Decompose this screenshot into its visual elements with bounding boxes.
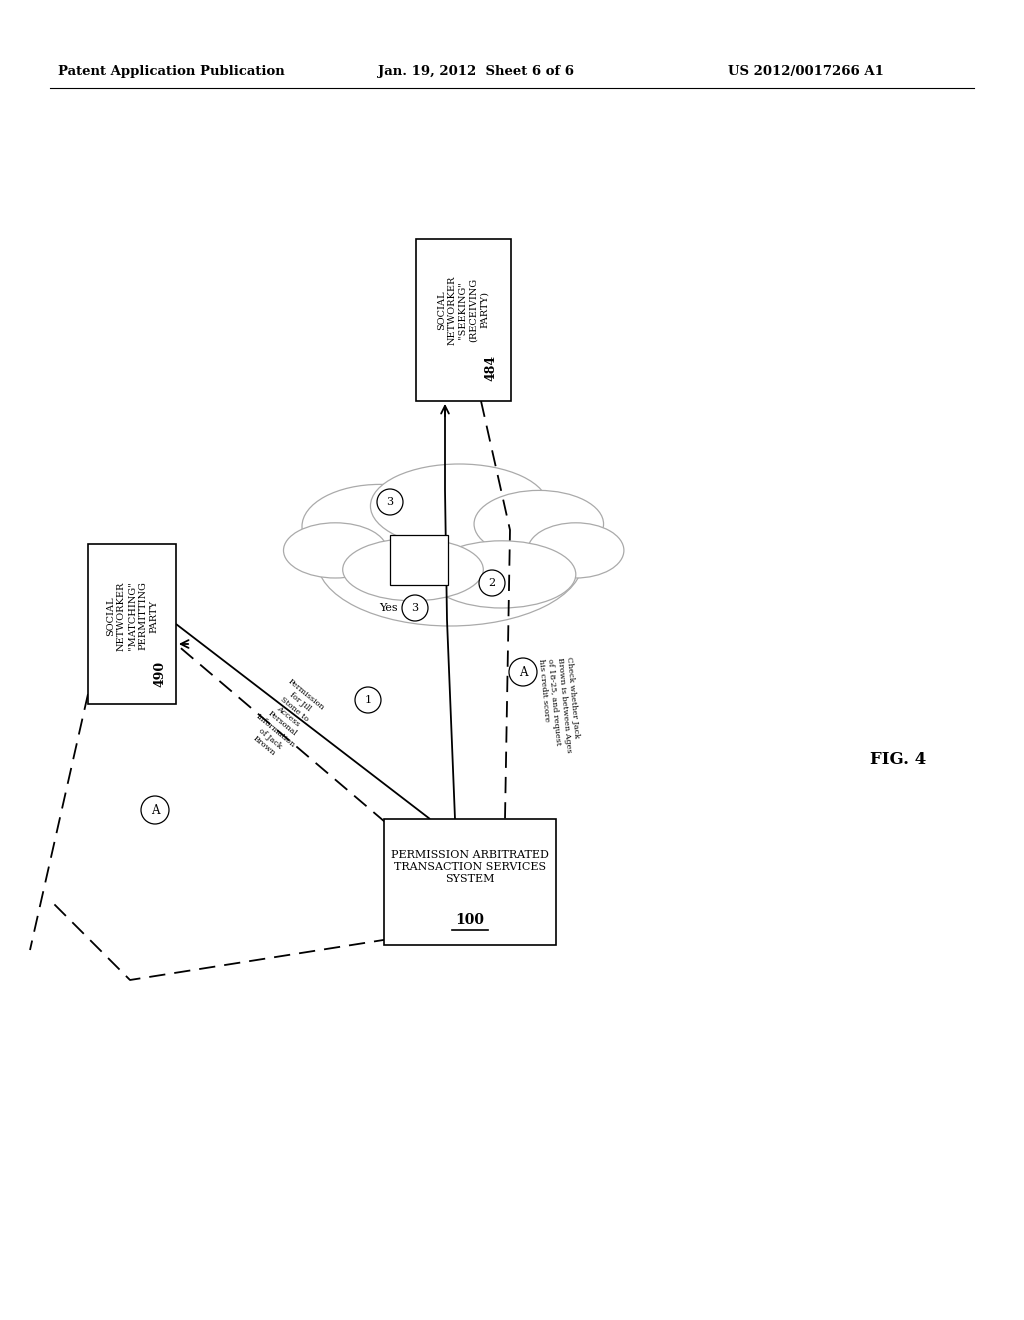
Text: SOCIAL
NETWORKER
"MATCHING"
PERMITTING
PARTY: SOCIAL NETWORKER "MATCHING" PERMITTING P… (106, 581, 158, 651)
Ellipse shape (302, 484, 458, 569)
Ellipse shape (343, 539, 483, 601)
Text: Yes: Yes (379, 603, 398, 612)
Circle shape (355, 686, 381, 713)
Ellipse shape (371, 465, 548, 548)
Circle shape (509, 657, 537, 686)
Circle shape (479, 570, 505, 597)
Text: 3: 3 (386, 498, 393, 507)
Text: 1: 1 (365, 696, 372, 705)
Text: 100: 100 (456, 913, 484, 927)
Text: Jan. 19, 2012  Sheet 6 of 6: Jan. 19, 2012 Sheet 6 of 6 (378, 66, 574, 78)
FancyBboxPatch shape (416, 239, 511, 401)
Circle shape (377, 488, 403, 515)
Text: US 2012/0017266 A1: US 2012/0017266 A1 (728, 66, 884, 78)
Circle shape (141, 796, 169, 824)
Text: Check whether Jack
Brown is between Ages
of 18-25, and request
his credit score: Check whether Jack Brown is between Ages… (537, 656, 582, 755)
Text: 2: 2 (488, 578, 496, 587)
Ellipse shape (474, 491, 603, 557)
Text: SOCIAL
NETWORKER
"SEEKING"
(RECEIVING
PARTY): SOCIAL NETWORKER "SEEKING" (RECEIVING PA… (437, 276, 489, 345)
Polygon shape (390, 535, 449, 585)
Text: A: A (151, 804, 160, 817)
FancyBboxPatch shape (88, 544, 176, 704)
Ellipse shape (527, 523, 624, 578)
Text: Permission
for Jill
Stone to
Access
Personal
Information
of Jack
Brown: Permission for Jill Stone to Access Pers… (243, 676, 328, 764)
Circle shape (402, 595, 428, 620)
Text: 3: 3 (412, 603, 419, 612)
Text: FIG. 4: FIG. 4 (870, 751, 927, 768)
Ellipse shape (284, 523, 387, 578)
Ellipse shape (428, 541, 575, 609)
Ellipse shape (316, 494, 584, 626)
FancyBboxPatch shape (384, 818, 556, 945)
Text: PERMISSION ARBITRATED
TRANSACTION SERVICES
SYSTEM: PERMISSION ARBITRATED TRANSACTION SERVIC… (391, 850, 549, 884)
Text: 490: 490 (154, 661, 167, 688)
Text: A: A (519, 665, 527, 678)
Text: 484: 484 (484, 355, 498, 381)
Text: Patent Application Publication: Patent Application Publication (58, 66, 285, 78)
